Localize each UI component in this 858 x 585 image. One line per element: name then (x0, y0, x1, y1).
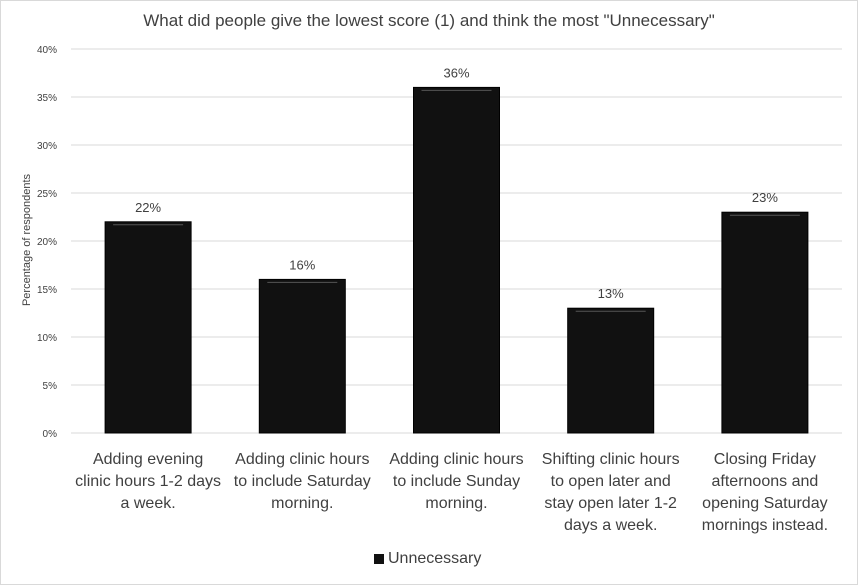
x-tick-label: afternoons and (712, 473, 819, 490)
chart-title: What did people give the lowest score (1… (143, 11, 715, 30)
x-tick-label: Adding evening (93, 451, 203, 468)
y-tick-label: 35% (37, 93, 57, 104)
legend-swatch (374, 554, 384, 564)
data-label: 23% (752, 190, 778, 205)
x-tick-label: Adding clinic hours (389, 451, 523, 468)
y-tick-label: 10% (37, 333, 57, 344)
data-label: 36% (443, 65, 469, 80)
bar (567, 307, 655, 434)
x-tick-label: mornings instead. (702, 517, 828, 534)
bar (258, 278, 346, 434)
x-tick-label: to open later and (551, 473, 671, 490)
data-label: 13% (598, 286, 624, 301)
x-tick-label: to include Sunday (393, 473, 520, 490)
y-tick-label: 20% (37, 237, 57, 248)
bar (104, 221, 192, 434)
y-tick-label: 40% (37, 45, 57, 56)
y-tick-label: 15% (37, 285, 57, 296)
x-tick-label: to include Saturday (234, 473, 371, 490)
x-tick-label: opening Saturday (702, 495, 827, 512)
y-tick-label: 5% (43, 381, 58, 392)
x-tick-label: days a week. (564, 517, 657, 534)
x-tick-label: Shifting clinic hours (542, 451, 680, 468)
bar (721, 211, 809, 434)
data-label: 16% (289, 257, 315, 272)
x-tick-label: morning. (425, 495, 487, 512)
x-tick-label: stay open later 1-2 (544, 495, 677, 512)
legend-label: Unnecessary (388, 550, 482, 567)
y-tick-label: 0% (43, 429, 58, 440)
x-tick-label: clinic hours 1-2 days (75, 473, 221, 490)
y-tick-label: 25% (37, 189, 57, 200)
x-tick-label: a week. (121, 495, 176, 512)
y-tick-label: 30% (37, 141, 57, 152)
x-tick-label: Adding clinic hours (235, 451, 369, 468)
legend: Unnecessary (374, 550, 481, 568)
x-tick-label: morning. (271, 495, 333, 512)
bar (413, 86, 500, 434)
x-tick-label: Closing Friday (714, 451, 816, 468)
data-label: 22% (135, 200, 161, 215)
